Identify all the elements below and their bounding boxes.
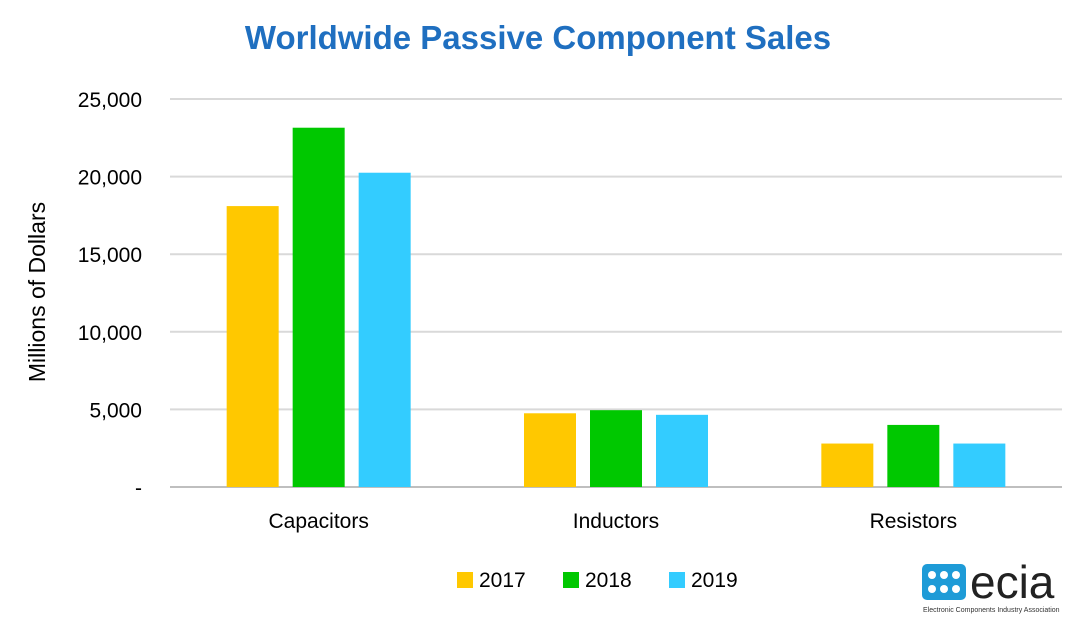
legend-label: 2017 bbox=[479, 569, 526, 592]
bar-capacitors-2019 bbox=[358, 172, 411, 487]
ecia-logo: ecia Electronic Components Industry Asso… bbox=[922, 556, 1060, 614]
y-axis-ticks: - 5,000 10,000 15,000 20,000 25,000 bbox=[78, 89, 142, 500]
legend-swatch-2017 bbox=[457, 572, 473, 588]
bar-inductors-2018 bbox=[590, 410, 642, 487]
bar-capacitors-2017 bbox=[226, 206, 279, 487]
bar-inductors-2017 bbox=[524, 413, 576, 487]
bar-resistors-2017 bbox=[821, 443, 874, 487]
legend-label: 2018 bbox=[585, 569, 632, 592]
bar-resistors-2018 bbox=[887, 424, 940, 487]
x-category-label: Resistors bbox=[870, 510, 958, 533]
legend-label: 2019 bbox=[691, 569, 738, 592]
y-tick-label: 25,000 bbox=[78, 89, 142, 112]
x-category-label: Capacitors bbox=[268, 510, 368, 533]
bar-resistors-2019 bbox=[953, 443, 1006, 487]
logo-tagline: Electronic Components Industry Associati… bbox=[923, 607, 1060, 614]
y-tick-label: 5,000 bbox=[89, 399, 142, 422]
bar-inductors-2019 bbox=[656, 414, 708, 487]
y-tick-label: 15,000 bbox=[78, 244, 142, 267]
bar-capacitors-2018 bbox=[292, 127, 345, 487]
bars bbox=[226, 127, 1006, 487]
logo-wordmark: ecia bbox=[970, 556, 1055, 608]
y-tick-label: - bbox=[135, 477, 142, 500]
x-category-label: Inductors bbox=[573, 510, 659, 533]
legend: 2017 2018 2019 bbox=[457, 569, 738, 592]
legend-swatch-2019 bbox=[669, 572, 685, 588]
y-axis-label: Millions of Dollars bbox=[24, 202, 50, 382]
legend-swatch-2018 bbox=[563, 572, 579, 588]
y-tick-label: 10,000 bbox=[78, 322, 142, 345]
ecia-logo-icon bbox=[922, 564, 966, 600]
chart-title: Worldwide Passive Component Sales bbox=[245, 19, 831, 56]
category-labels: Capacitors Inductors Resistors bbox=[268, 510, 957, 533]
y-tick-label: 20,000 bbox=[78, 167, 142, 190]
